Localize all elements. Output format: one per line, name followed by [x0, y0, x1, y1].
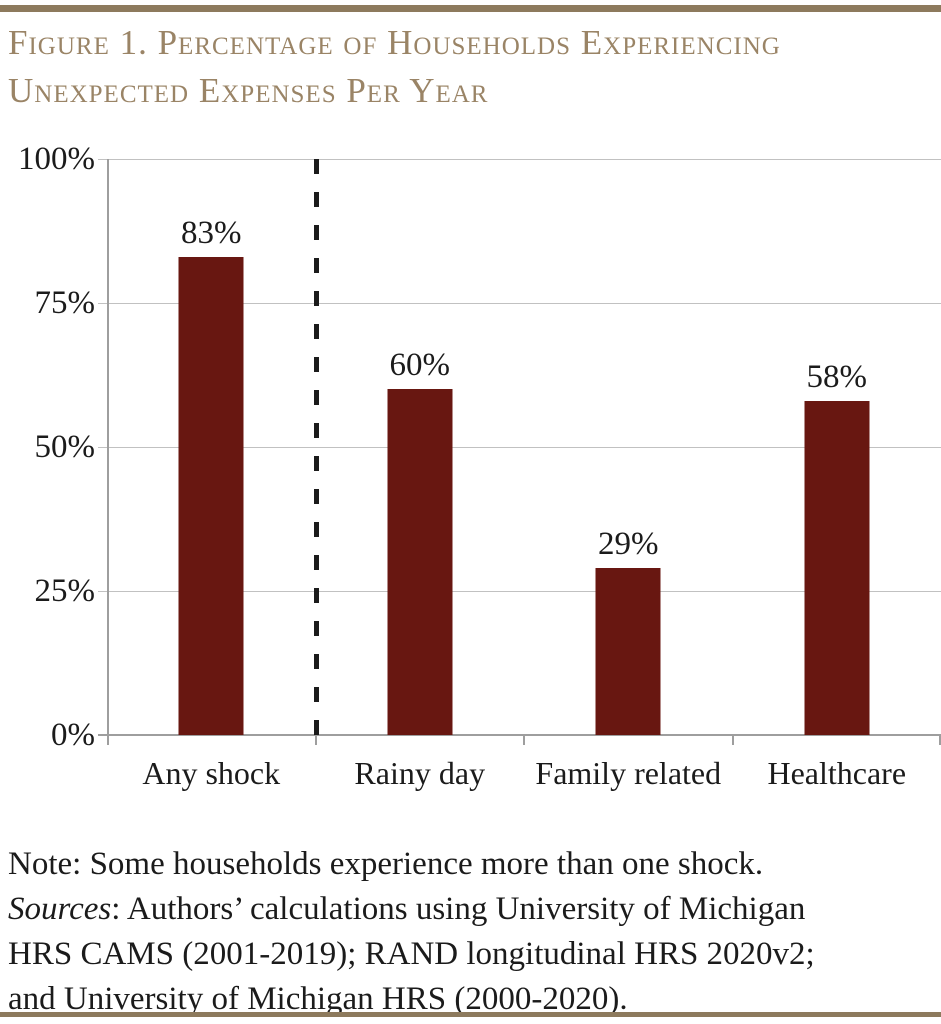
category-label: Rainy day: [354, 755, 486, 791]
y-axis-tick: [98, 303, 107, 304]
x-axis-tick: [731, 735, 734, 745]
y-axis-line: [107, 159, 109, 745]
figure-notes: Note: Some households experience more th…: [8, 842, 936, 1022]
sources-label: Sources: [8, 891, 112, 927]
y-axis-label: 75%: [34, 285, 96, 321]
bar: 29%: [595, 526, 661, 735]
figure-title-line1: Figure 1. Percentage of Households Exper…: [8, 23, 781, 62]
sources-text-line3: and University of Michigan HRS (2000-202…: [8, 981, 628, 1017]
top-rule: [0, 5, 941, 12]
category-label: Healthcare: [767, 755, 907, 791]
bar: 60%: [387, 347, 453, 735]
y-axis-tick: [98, 591, 107, 592]
y-axis-label: 0%: [51, 717, 95, 753]
bar-slot-family-related: 29%: [524, 159, 733, 735]
bar-slot-any-shock: 83%: [107, 159, 316, 735]
x-axis-tick: [523, 735, 525, 745]
figure-title: Figure 1. Percentage of Households Exper…: [8, 19, 781, 115]
bar-slot-healthcare: 58%: [733, 159, 941, 735]
bar: 58%: [804, 359, 870, 735]
figure-title-line2: Unexpected Expenses Per Year: [8, 71, 489, 110]
bar-slot-rainy-day: 60%: [316, 159, 525, 735]
y-axis-tick: [98, 159, 107, 160]
dashed-separator-line: [313, 159, 319, 735]
gridline: [107, 159, 941, 160]
bottom-rule: [0, 1012, 941, 1017]
bar-value-label: 58%: [806, 358, 868, 395]
y-axis-label: 25%: [34, 573, 96, 609]
bar-value-label: 29%: [598, 525, 659, 562]
y-axis-label: 100%: [18, 141, 95, 177]
sources-text-line2: HRS CAMS (2001-2019); RAND longitudinal …: [8, 936, 815, 972]
bar-value-label: 60%: [389, 347, 451, 384]
category-axis-labels: Any shock Rainy day Family related Healt…: [107, 752, 941, 794]
gridline: [107, 591, 941, 592]
sources-text-line1: Sources: Authors’ calculations using Uni…: [8, 887, 936, 932]
x-axis-line: [98, 734, 941, 736]
x-axis-tick: [107, 735, 109, 745]
x-axis-tick: [314, 735, 317, 745]
bar-chart-plot-area: 100% 75% 50% 25% 0%: [18, 141, 941, 753]
bar: 83%: [178, 215, 244, 735]
y-axis-tick: [98, 447, 107, 448]
category-label: Any shock: [142, 755, 281, 791]
note-text: Note: Some households experience more th…: [8, 846, 764, 882]
category-label: Family related: [535, 755, 722, 791]
x-axis-tick: [939, 735, 941, 745]
y-axis-label: 50%: [34, 429, 96, 465]
sources-line1-rest: : Authors’ calculations using University…: [111, 891, 806, 927]
gridline: [107, 447, 941, 448]
bar-value-label: 83%: [181, 214, 242, 251]
gridline: [107, 303, 941, 304]
